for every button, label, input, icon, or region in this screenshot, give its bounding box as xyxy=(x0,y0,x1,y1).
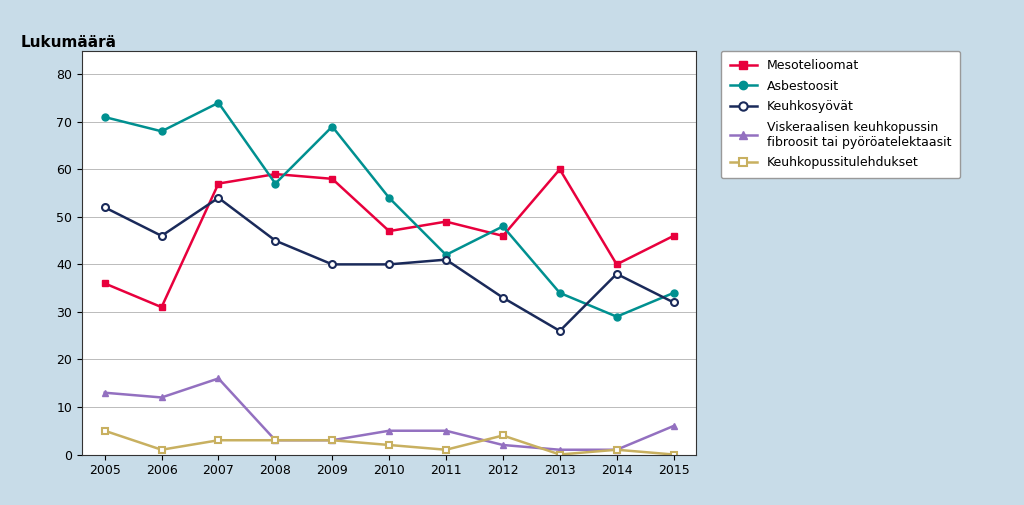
Legend: Mesotelioomat, Asbestoosit, Keuhkosyövät, Viskeraalisen keuhkopussin
fibroosit t: Mesotelioomat, Asbestoosit, Keuhkosyövät… xyxy=(721,50,961,178)
Text: Lukumäärä: Lukumäärä xyxy=(20,35,117,50)
